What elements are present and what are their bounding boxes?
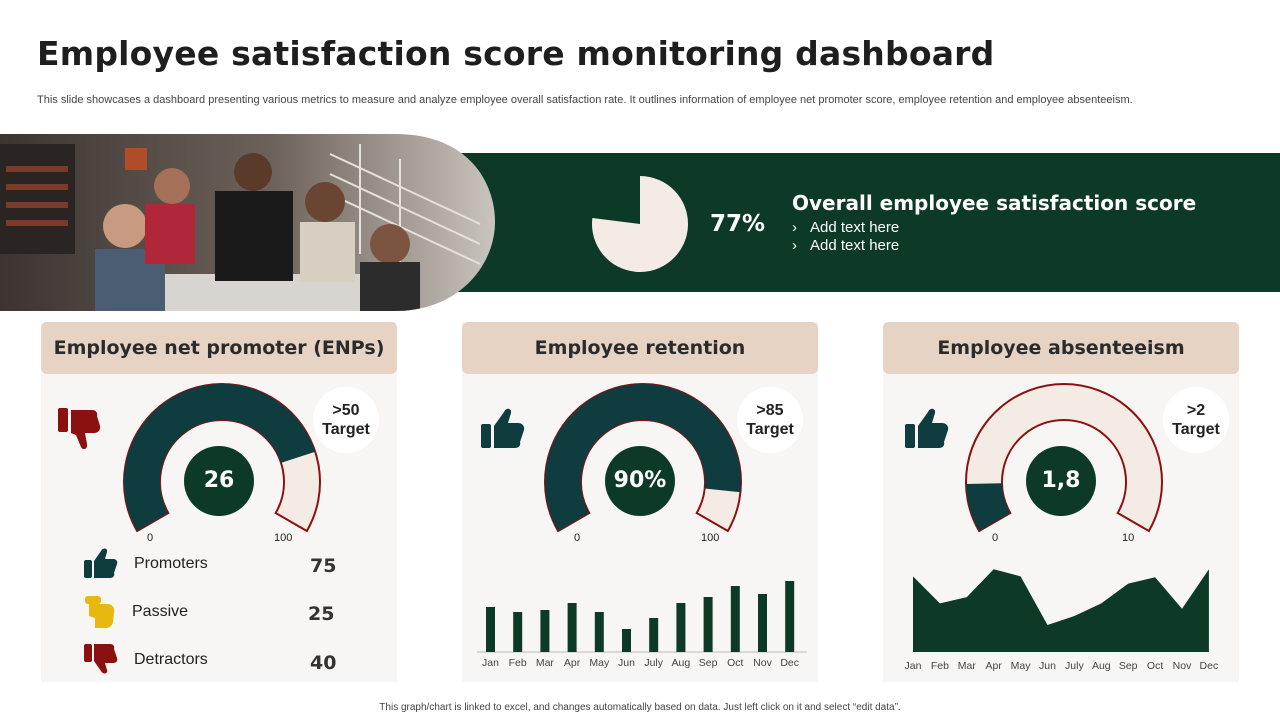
satisfaction-banner: [440, 153, 1280, 292]
bar-jun: [622, 629, 631, 652]
month-label: July: [644, 657, 664, 669]
passive-label: Passive: [132, 603, 189, 620]
absenteeism-title: Employee absenteeism: [883, 322, 1239, 374]
month-label: Jan: [904, 660, 922, 672]
month-label: Feb: [930, 660, 949, 672]
month-label: Oct: [1146, 660, 1164, 672]
absenteeism-value: 1,8: [1026, 446, 1096, 516]
month-label: Jan: [482, 657, 499, 669]
enps-gauge: [123, 383, 321, 533]
bar-apr: [567, 603, 577, 652]
month-label: Jun: [618, 657, 635, 669]
bar-oct: [730, 586, 740, 652]
bullet-item: › Add text here: [792, 219, 900, 236]
absenteeism-target: >2 Target: [1163, 387, 1229, 453]
month-label: Apr: [985, 660, 1002, 672]
month-label: Mar: [957, 660, 976, 672]
satisfaction-percent: 77%: [710, 211, 766, 237]
gauge-min-label: 0: [147, 532, 154, 544]
thumbs-up-icon: [481, 408, 525, 448]
team-photo: [0, 134, 495, 311]
promoters-label: Promoters: [134, 555, 208, 572]
gauge-min-label: 0: [992, 532, 999, 544]
absenteeism-panel: Employee absenteeism 1,8 >2 Target 0 10 J…: [883, 322, 1239, 682]
detractors-value: 40: [310, 652, 337, 674]
bar-mar: [540, 610, 550, 652]
retention-gauge: [544, 383, 742, 533]
absenteeism-area-chart: [913, 569, 1209, 652]
satisfaction-pie-chart: [592, 176, 689, 272]
gauge-fill: [123, 383, 316, 531]
month-label: Oct: [727, 657, 744, 669]
retention-panel: Employee retention 90% >85 Target 0 100 J…: [462, 322, 818, 682]
bar-sep: [703, 597, 713, 652]
retention-bar-chart: [477, 581, 807, 653]
month-label: July: [1065, 660, 1084, 672]
bar-series: [486, 581, 795, 652]
month-label: Mar: [535, 657, 554, 669]
gauge-min-label: 0: [574, 532, 581, 544]
month-label: Nov: [753, 657, 772, 669]
chevron-right-icon: ›: [792, 237, 797, 254]
promoters-value: 75: [310, 555, 337, 577]
gauge-max-label: 100: [701, 532, 720, 544]
month-label: May: [1010, 660, 1031, 672]
satisfaction-pie-slice: [592, 176, 689, 272]
month-label: Sep: [698, 657, 718, 669]
month-label: Sep: [1118, 660, 1138, 672]
month-label: Feb: [508, 657, 527, 669]
enps-target: >50 Target: [313, 387, 379, 453]
gauge-max-label: 10: [1122, 532, 1135, 544]
month-label: Dec: [780, 657, 800, 669]
retention-title: Employee retention: [462, 322, 818, 374]
thumbs-up-icon: [84, 548, 118, 578]
thumbs-down-icon: [84, 644, 118, 674]
bar-dec: [785, 581, 795, 652]
satisfaction-bullets: › Add text here › Add text here: [792, 219, 899, 255]
footer-note: This graph/chart is linked to excel, and…: [379, 702, 901, 713]
page-title: Employee satisfaction score monitoring d…: [37, 34, 995, 73]
detractors-label: Detractors: [134, 651, 208, 668]
month-label: May: [589, 657, 610, 669]
bar-aug: [676, 603, 686, 652]
enps-title: Employee net promoter (ENPs): [41, 322, 397, 374]
month-label: Aug: [671, 657, 691, 669]
retention-value: 90%: [605, 446, 675, 516]
bar-may: [594, 612, 604, 652]
month-label: Apr: [563, 657, 581, 669]
enps-value: 26: [184, 446, 254, 516]
month-label: Dec: [1199, 660, 1219, 672]
thumbs-up-icon: [905, 408, 949, 448]
month-label: Aug: [1091, 660, 1111, 672]
thumbs-down-icon: [58, 408, 101, 450]
bar-july: [649, 618, 659, 652]
bar-feb: [513, 612, 523, 652]
absenteeism-gauge: [965, 383, 1163, 533]
page-subtitle: This slide showcases a dashboard present…: [37, 94, 1133, 106]
gauge-fill: [544, 383, 741, 531]
hand-icon: [85, 596, 115, 628]
bar-jan: [486, 607, 495, 652]
absenteeism-area: [913, 569, 1209, 652]
gauge-track: [965, 383, 1163, 533]
passive-value: 25: [308, 603, 335, 625]
enps-panel: Employee net promoter (ENPs) 26 >50 Targe…: [41, 322, 397, 682]
gauge-max-label: 100: [274, 532, 293, 544]
bar-nov: [758, 594, 767, 652]
satisfaction-title: Overall employee satisfaction score: [792, 191, 1197, 215]
bullet-item: › Add text here: [792, 237, 900, 254]
month-label: Nov: [1172, 660, 1192, 672]
retention-target: >85 Target: [737, 387, 803, 453]
chevron-right-icon: ›: [792, 219, 797, 236]
gauge-fill: [966, 483, 1011, 531]
month-label: Jun: [1039, 660, 1056, 672]
